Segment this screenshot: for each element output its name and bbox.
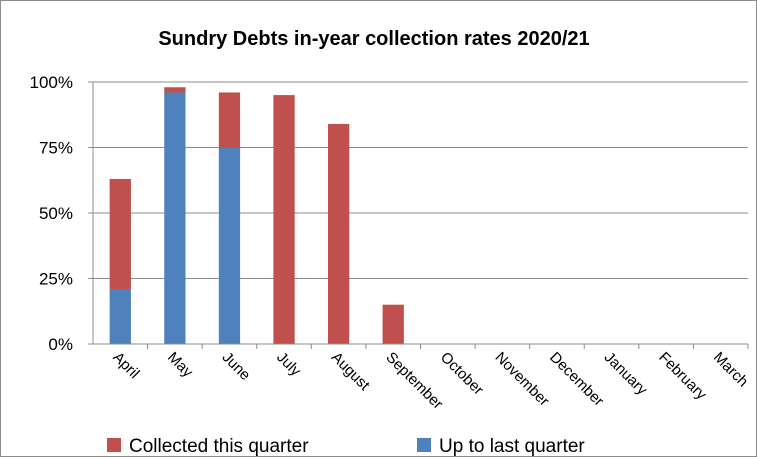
x-tick-label: September (382, 349, 446, 413)
x-tick-label: June (219, 349, 254, 384)
x-tick-label: May (164, 349, 196, 381)
bar-collected-this-quarter (273, 95, 295, 344)
legend: Collected this quarter Up to last quarter (107, 436, 585, 456)
bars (109, 87, 404, 344)
y-tick-label: 25% (39, 270, 73, 289)
y-tick-label: 75% (39, 139, 73, 158)
bar-up-to-last-quarter (109, 288, 131, 344)
x-tick-label: April (109, 349, 142, 382)
x-tick-label: December (546, 349, 607, 410)
legend-swatch (107, 438, 121, 452)
x-tick-label: October (437, 349, 487, 399)
bar-collected-this-quarter (164, 87, 186, 93)
bar-up-to-last-quarter (164, 92, 186, 344)
y-axis-tick-labels: 0% 25% 50% 75% 100% (30, 73, 73, 354)
bar-up-to-last-quarter (218, 147, 241, 344)
chart-title: Sundry Debts in-year collection rates 20… (158, 28, 589, 50)
x-tick-label: November (492, 349, 553, 410)
legend-swatch (417, 438, 431, 452)
x-tick-label: March (710, 349, 751, 390)
legend-label: Up to last quarter (439, 436, 585, 456)
x-tick-label: August (328, 349, 374, 395)
x-tick-label: February (655, 349, 710, 404)
gridlines (88, 81, 748, 345)
bar-collected-this-quarter (382, 304, 404, 344)
y-tick-label: 100% (30, 73, 73, 92)
y-tick-label: 0% (48, 335, 73, 354)
legend-label: Collected this quarter (129, 436, 309, 456)
x-tick-label: January (601, 349, 651, 399)
bar-collected-this-quarter (218, 92, 241, 148)
x-tick-label: July (273, 349, 304, 380)
bar-collected-this-quarter (327, 123, 350, 344)
bar-collected-this-quarter (109, 178, 131, 289)
y-tick-label: 50% (39, 204, 73, 223)
